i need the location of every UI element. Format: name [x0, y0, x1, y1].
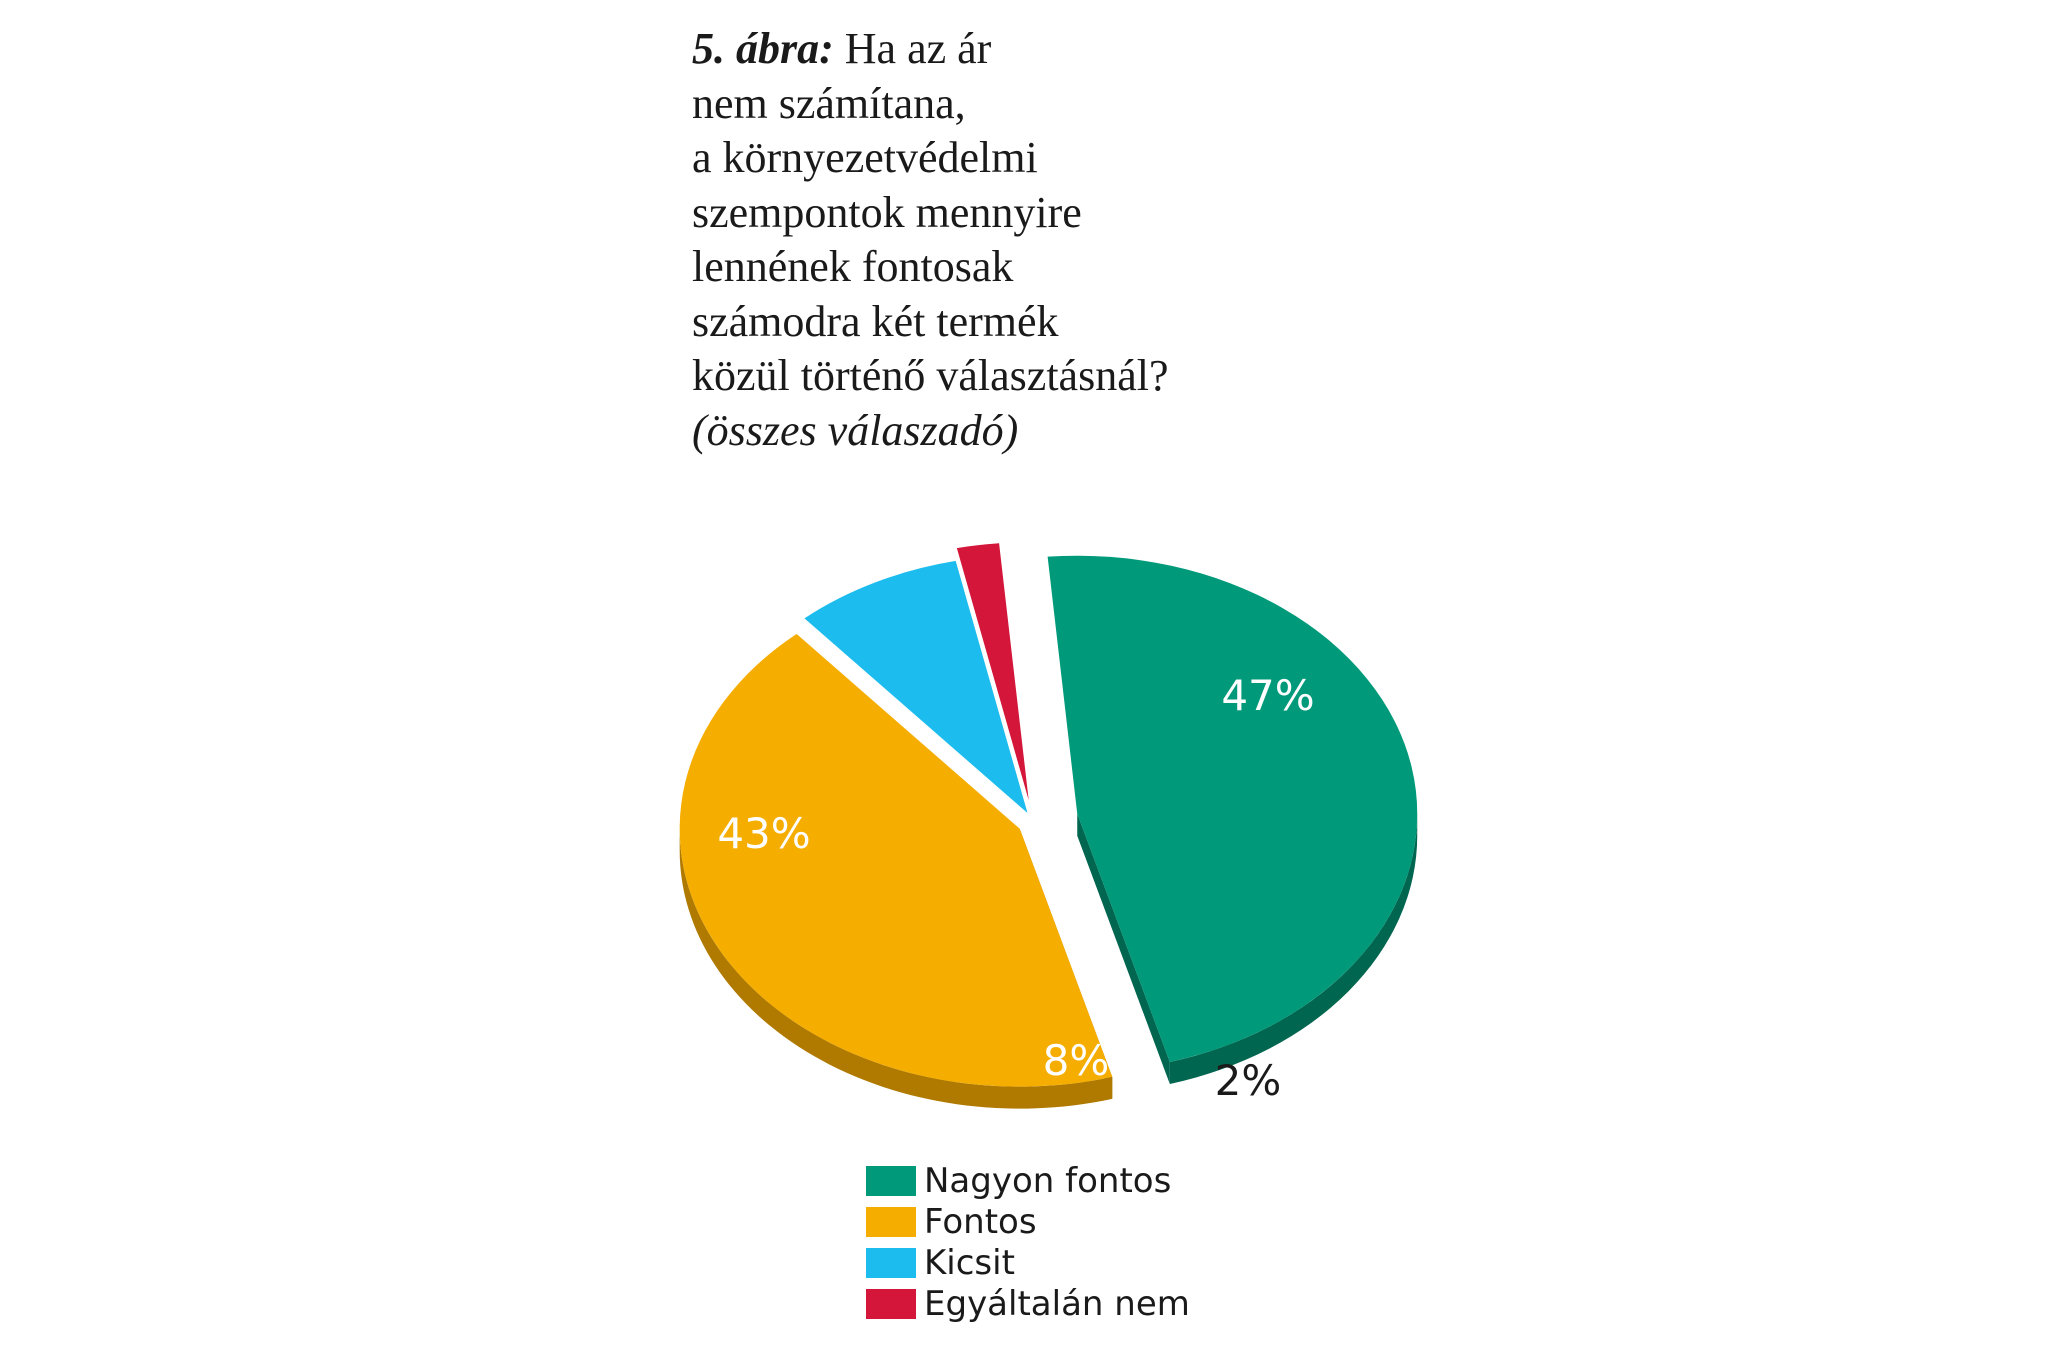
- legend-label: Nagyon fontos: [924, 1160, 1172, 1201]
- caption-line-1: 5. ábra: Ha az ár: [692, 22, 1452, 77]
- caption-text-line: a környezetvédelmi: [692, 133, 1038, 182]
- legend-swatch: [866, 1206, 916, 1237]
- caption-text-line: lennének fontosak: [692, 242, 1014, 291]
- caption-subtitle: (összes válaszadó): [692, 405, 1019, 455]
- caption-label: 5. ábra:: [692, 24, 834, 73]
- slice-kicsit-top: [804, 560, 1028, 814]
- slice-nagyon-fontos-side: [1169, 813, 1418, 1084]
- slice-nagyon-fontos: [1047, 555, 1418, 1084]
- legend-item: Fontos: [866, 1201, 1190, 1242]
- data-label: 47%: [1221, 671, 1314, 720]
- caption-text-line: számodra két termék: [692, 296, 1059, 346]
- legend-item: Nagyon fontos: [866, 1160, 1190, 1201]
- slice-egyaltalan-nem: [956, 543, 1029, 801]
- caption-text-line: közül történő választásnál?: [692, 351, 1169, 400]
- slice-fontos: [679, 633, 1113, 1109]
- data-label: 43%: [717, 809, 810, 858]
- caption-text-line: szempontok mennyire: [692, 187, 1082, 237]
- slice-egyaltalan-nem-top: [956, 543, 1029, 801]
- slice-nagyon-fontos-top: [1047, 555, 1418, 1062]
- legend-label: Kicsit: [924, 1242, 1015, 1283]
- caption-text-line: nem számítana,: [692, 78, 966, 128]
- data-label: 8%: [1043, 1036, 1110, 1085]
- slice-nagyon-fontos-wall: [1077, 813, 1170, 1084]
- data-label: 2%: [1215, 1056, 1282, 1105]
- caption-text-line: Ha az ár: [844, 24, 992, 73]
- slice-kicsit: [804, 560, 1028, 814]
- legend: Nagyon fontos Fontos Kicsit Egyáltalán nem: [866, 1160, 1190, 1324]
- legend-item: Egyáltalán nem: [866, 1283, 1190, 1324]
- legend-swatch: [866, 1288, 916, 1319]
- legend-swatch: [866, 1165, 916, 1196]
- slice-fontos-top: [679, 633, 1113, 1087]
- legend-label: Egyáltalán nem: [924, 1283, 1190, 1324]
- legend-item: Kicsit: [866, 1242, 1190, 1283]
- legend-label: Fontos: [924, 1201, 1037, 1242]
- legend-swatch: [866, 1247, 916, 1278]
- figure-caption: 5. ábra: Ha az ár nem számítana, a körny…: [692, 22, 1452, 458]
- slice-fontos-side: [679, 828, 1113, 1109]
